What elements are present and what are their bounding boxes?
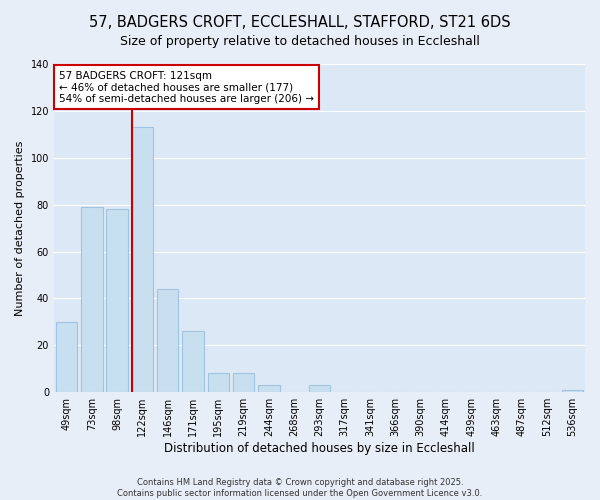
Bar (157, 289, 178, 392)
Bar (208, 374, 229, 392)
Bar (309, 385, 330, 392)
Bar (81, 207, 103, 392)
Bar (258, 385, 280, 392)
Y-axis label: Number of detached properties: Number of detached properties (15, 140, 25, 316)
Text: 57 BADGERS CROFT: 121sqm
← 46% of detached houses are smaller (177)
54% of semi-: 57 BADGERS CROFT: 121sqm ← 46% of detach… (59, 70, 314, 104)
Text: Contains HM Land Registry data © Crown copyright and database right 2025.
Contai: Contains HM Land Registry data © Crown c… (118, 478, 482, 498)
Text: 57, BADGERS CROFT, ECCLESHALL, STAFFORD, ST21 6DS: 57, BADGERS CROFT, ECCLESHALL, STAFFORD,… (89, 15, 511, 30)
Bar (562, 390, 583, 392)
Bar (106, 210, 128, 392)
X-axis label: Distribution of detached houses by size in Eccleshall: Distribution of detached houses by size … (164, 442, 475, 455)
Bar (56, 322, 77, 392)
Bar (131, 128, 153, 392)
Bar (182, 332, 204, 392)
Bar (233, 374, 254, 392)
Text: Size of property relative to detached houses in Eccleshall: Size of property relative to detached ho… (120, 35, 480, 48)
